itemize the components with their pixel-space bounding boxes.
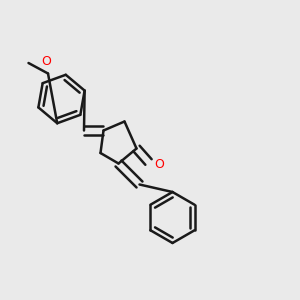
Text: O: O (42, 55, 51, 68)
Text: O: O (154, 158, 164, 172)
